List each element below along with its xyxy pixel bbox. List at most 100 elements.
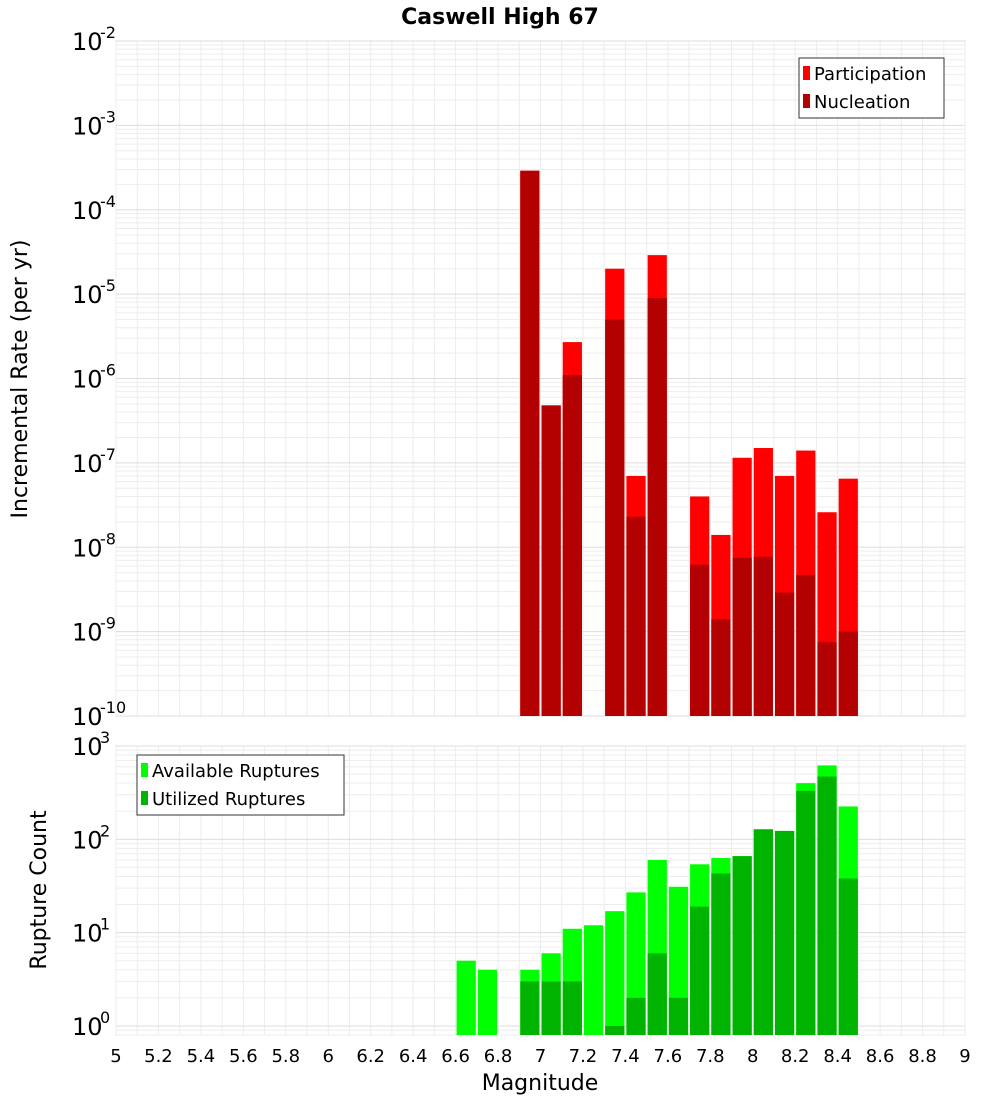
bar-utilized-ruptures (838, 878, 858, 1035)
bar-utilized-ruptures (605, 1025, 625, 1035)
y-tick-exponent: -5 (100, 276, 116, 295)
bar-nucleation (838, 631, 858, 716)
bar-nucleation (796, 574, 816, 716)
x-tick-label: 8.8 (908, 1046, 937, 1067)
y-tick-exponent: -3 (100, 107, 116, 126)
bar-utilized-ruptures (732, 856, 752, 1035)
x-tick-label: 6 (323, 1046, 334, 1067)
y-tick-exponent: 1 (100, 915, 110, 934)
legend-swatch (141, 763, 148, 777)
bar-utilized-ruptures (647, 953, 667, 1035)
y-tick-label: 10 (72, 920, 103, 948)
bar-nucleation (647, 297, 667, 716)
legend-box (136, 754, 345, 816)
bar-available-ruptures (605, 911, 625, 1035)
legend-box (798, 57, 945, 119)
bar-nucleation (753, 556, 773, 716)
x-tick-label: 7.2 (569, 1046, 598, 1067)
chart-title: Caswell High 67 (401, 5, 599, 30)
bar-nucleation (732, 557, 752, 716)
top-plot-bars (520, 170, 858, 716)
x-tick-label: 7.8 (696, 1046, 725, 1067)
bar-utilized-ruptures (711, 873, 731, 1035)
bar-nucleation (626, 516, 646, 716)
legend-label: Utilized Ruptures (152, 789, 305, 810)
y-tick-label: 10 (72, 112, 103, 140)
legend-label: Available Ruptures (152, 761, 320, 782)
top-y-axis-label: Incremental Rate (per yr) (8, 240, 33, 519)
x-axis-label: Magnitude (482, 1071, 599, 1096)
x-tick-label: 6.6 (441, 1046, 470, 1067)
x-tick-label: 6.4 (399, 1046, 428, 1067)
bar-nucleation (817, 642, 837, 716)
y-tick-label: 10 (72, 619, 103, 647)
x-tick-label: 7.6 (654, 1046, 683, 1067)
y-tick-label: 10 (72, 450, 103, 478)
y-tick-exponent: 2 (100, 821, 110, 840)
bar-utilized-ruptures (753, 829, 773, 1035)
y-tick-label: 10 (72, 733, 103, 761)
y-tick-exponent: -7 (100, 445, 116, 464)
bar-available-ruptures (456, 960, 476, 1035)
x-tick-label: 5.8 (271, 1046, 300, 1067)
y-tick-label: 10 (72, 1013, 103, 1041)
bar-utilized-ruptures (774, 830, 795, 1035)
legend-swatch (141, 791, 148, 805)
bar-utilized-ruptures (796, 790, 816, 1035)
x-tick-label: 7 (535, 1046, 546, 1067)
x-axis-ticks: 5 5.2 5.4 5.6 5.8 6 6.2 6.4 6.6 6.8 7 7.2 7.4 7.6 7.8 8… (110, 1046, 970, 1067)
y-tick-exponent: 3 (100, 728, 110, 747)
bottom-plot-legend: Available Ruptures Utilized Ruptures (136, 754, 345, 816)
x-tick-label: 5.4 (187, 1046, 216, 1067)
bar-available-ruptures (477, 969, 498, 1035)
bar-nucleation (711, 619, 731, 716)
bar-utilized-ruptures (541, 981, 561, 1035)
bar-nucleation (690, 564, 710, 716)
bar-utilized-ruptures (626, 997, 646, 1035)
bar-nucleation (774, 592, 795, 716)
top-plot-legend: Participation Nucleation (798, 57, 945, 119)
x-tick-label: 5 (110, 1046, 121, 1067)
bar-nucleation (605, 319, 625, 716)
x-tick-label: 9 (959, 1046, 970, 1067)
y-tick-label: 10 (72, 28, 103, 56)
legend-label: Participation (814, 64, 926, 85)
legend-swatch (803, 94, 810, 108)
x-tick-label: 5.6 (229, 1046, 258, 1067)
bar-available-ruptures (583, 925, 604, 1035)
y-tick-exponent: -8 (100, 529, 116, 548)
y-tick-label: 10 (72, 534, 103, 562)
y-tick-label: 10 (72, 703, 103, 731)
y-tick-label: 10 (72, 366, 103, 394)
y-tick-exponent: -6 (100, 361, 116, 380)
y-tick-exponent: -9 (100, 614, 116, 633)
y-tick-exponent: -4 (100, 192, 116, 211)
x-tick-label: 8.6 (866, 1046, 895, 1067)
x-tick-label: 8.2 (781, 1046, 810, 1067)
bar-nucleation (541, 405, 561, 716)
x-tick-label: 6.8 (484, 1046, 513, 1067)
bar-utilized-ruptures (817, 776, 837, 1035)
y-tick-exponent: 0 (100, 1008, 110, 1027)
x-tick-label: 6.2 (356, 1046, 385, 1067)
x-tick-label: 8.4 (823, 1046, 852, 1067)
y-tick-exponent: -2 (100, 23, 116, 42)
y-tick-label: 10 (72, 197, 103, 225)
bar-utilized-ruptures (520, 981, 540, 1035)
legend-swatch (803, 66, 810, 80)
bar-utilized-ruptures (690, 906, 710, 1035)
legend-label: Nucleation (814, 92, 910, 113)
top-plot-grid (115, 40, 966, 717)
bar-utilized-ruptures (668, 997, 689, 1035)
bar-nucleation (520, 170, 540, 716)
bottom-plot-bars (456, 765, 858, 1035)
y-tick-label: 10 (72, 281, 103, 309)
y-tick-label: 10 (72, 826, 103, 854)
y-tick-exponent: -10 (100, 698, 126, 717)
bar-utilized-ruptures (562, 981, 582, 1035)
